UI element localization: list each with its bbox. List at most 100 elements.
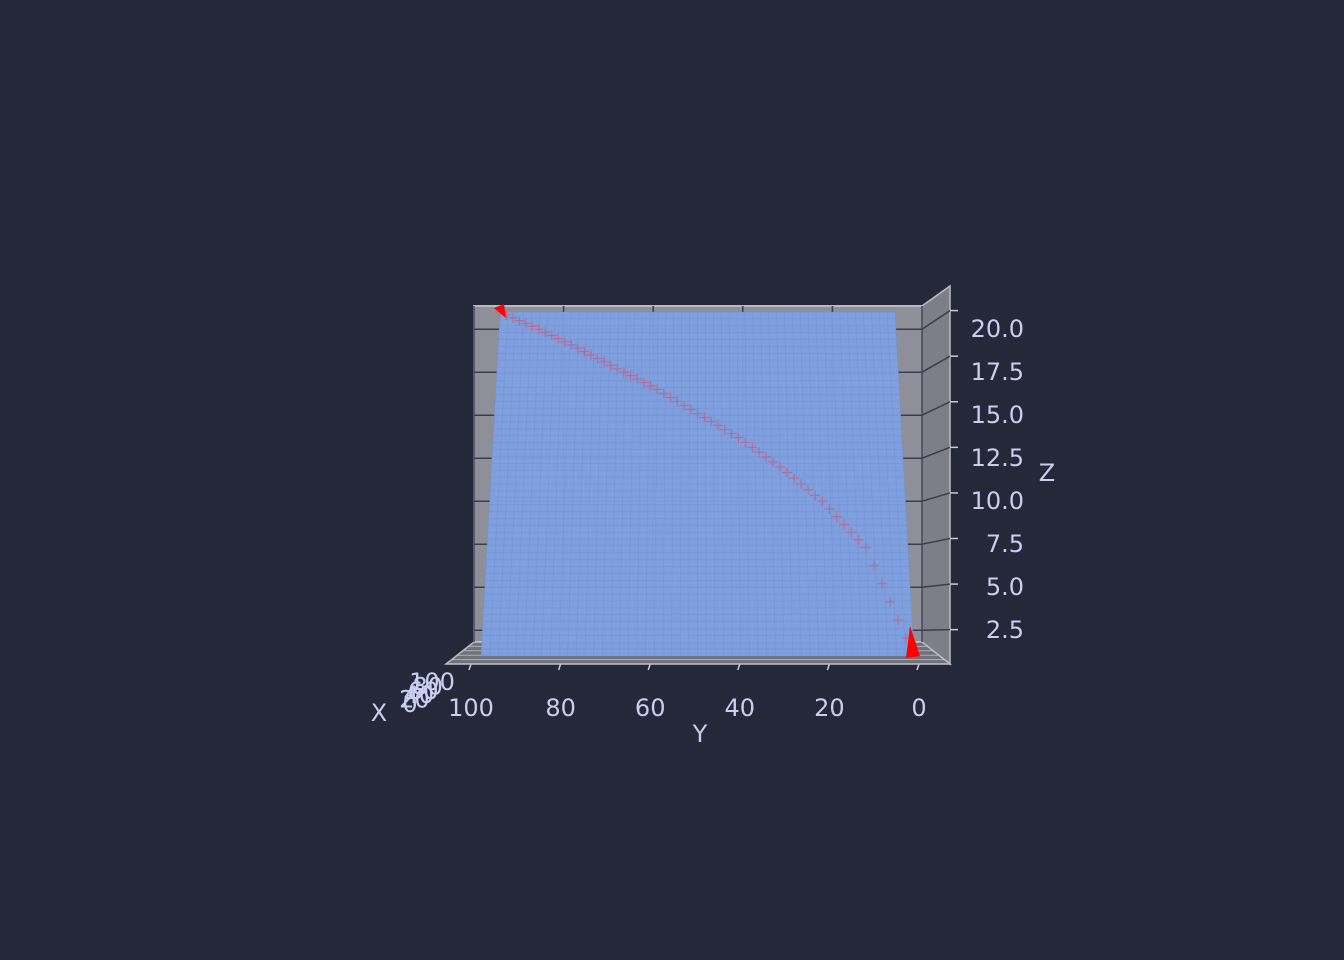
y-tick-label: 0 [911, 694, 926, 722]
path-point [685, 404, 696, 415]
path-point [796, 479, 807, 489]
surface-mesh-line [728, 311, 733, 657]
end-marker [494, 304, 506, 318]
x-tick-label: 100 [409, 668, 455, 696]
axis-ticks [468, 309, 958, 671]
surface-mesh-line [831, 311, 846, 657]
surface-mesh-line [760, 311, 768, 657]
path-point [566, 339, 577, 350]
path-point [533, 324, 544, 335]
z-axis-title: Z [1039, 459, 1055, 487]
side-grid-line [921, 401, 951, 416]
path-point [767, 456, 778, 467]
path-point [747, 442, 758, 453]
surface-mesh-line [878, 311, 897, 657]
y-tick [916, 663, 920, 671]
path-point [605, 360, 616, 371]
surface-path-layer [494, 304, 920, 661]
surface-plane [480, 311, 915, 657]
side-grid-line [921, 355, 951, 373]
path-point [507, 312, 518, 323]
path-point [876, 578, 887, 589]
y-tick-label: 40 [725, 694, 756, 722]
path-point [810, 490, 821, 501]
side-grid-line [921, 537, 951, 545]
y-tick-label: 60 [635, 694, 666, 722]
path-point [884, 596, 895, 607]
path-point [585, 350, 596, 360]
z-tick-label: 17.5 [971, 358, 1024, 386]
path-point [625, 370, 636, 381]
z-tick-label: 7.5 [986, 530, 1024, 558]
x-axis-title: X [371, 699, 387, 727]
path-point [559, 336, 570, 347]
path-point [853, 534, 864, 545]
path-point [761, 452, 772, 463]
path-point [652, 384, 663, 395]
path-point [892, 614, 903, 625]
y-tick-label: 80 [545, 694, 576, 722]
surface-mesh-line [744, 311, 750, 657]
surface-mesh-line [705, 311, 707, 657]
surface-mesh-line [784, 311, 794, 657]
path-point [699, 412, 710, 423]
path-point [817, 496, 828, 507]
z-tick-label: 5.0 [986, 573, 1024, 601]
side-grid-line [921, 628, 951, 631]
path-point [839, 519, 850, 530]
surface-mesh-line [823, 311, 837, 657]
path-point [789, 473, 800, 484]
side-grid-line [921, 583, 951, 588]
start-marker [906, 626, 920, 658]
path-point [868, 560, 879, 571]
path-point [632, 374, 643, 385]
surface-mesh-line [768, 311, 776, 657]
path-point [740, 437, 751, 448]
path-point [527, 321, 538, 332]
surface-mesh-line [815, 311, 828, 657]
x-tick-label: 20 [399, 686, 430, 714]
y-tick [826, 663, 831, 671]
path-point [726, 428, 737, 439]
path-point [645, 380, 656, 391]
z-tick-label: 12.5 [971, 444, 1024, 472]
path-point [618, 367, 629, 378]
z-tick-label: 10.0 [971, 487, 1024, 515]
side-grid-line [921, 492, 951, 502]
side-grid-line [921, 446, 951, 459]
x-tick-label: 0 [402, 690, 417, 718]
y-tick [557, 663, 562, 671]
surface-mesh-line [839, 311, 854, 657]
surface-mesh-line [886, 311, 906, 657]
surface-mesh-line [863, 311, 880, 657]
path-point [706, 416, 717, 427]
z-tick-label: 20.0 [971, 315, 1024, 343]
surface-mesh-line [855, 311, 871, 657]
surface-mesh-line [752, 311, 759, 657]
path-point [712, 420, 723, 431]
path-point [553, 333, 564, 344]
surface-mesh-line [776, 311, 785, 657]
path-point [592, 353, 603, 364]
side-pane [921, 284, 951, 666]
path-point [860, 542, 871, 553]
path-point [546, 330, 557, 341]
y-tick-label: 20 [814, 694, 845, 722]
path-point [774, 461, 785, 472]
path-point [638, 377, 649, 388]
y-tick-label: 100 [448, 694, 494, 722]
surface-mesh-line [720, 311, 724, 657]
x-tick-label: 40 [404, 681, 435, 709]
surface-mesh-line [847, 311, 863, 657]
path-point [540, 327, 551, 338]
path-point [612, 363, 623, 374]
surface-mesh-line [871, 311, 889, 657]
path-point [846, 527, 857, 538]
z-tick-label: 15.0 [971, 401, 1024, 429]
y-tick [468, 663, 472, 671]
path-point [679, 400, 690, 411]
x-tick-label: 60 [408, 677, 439, 705]
path-point [754, 447, 765, 458]
